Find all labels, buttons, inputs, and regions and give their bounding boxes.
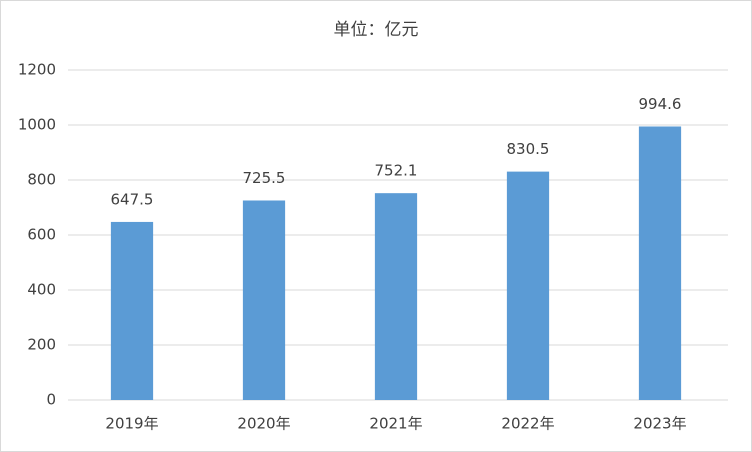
- data-label: 725.5: [243, 169, 286, 187]
- y-tick-label: 1200: [18, 61, 56, 79]
- bar: [242, 200, 286, 400]
- bar: [506, 171, 550, 400]
- data-label: 994.6: [639, 95, 682, 113]
- x-tick-label: 2020年: [237, 415, 290, 433]
- x-tick-label: 2019年: [105, 415, 158, 433]
- bar: [638, 126, 682, 401]
- x-tick-label: 2023年: [633, 415, 686, 433]
- data-label: 752.1: [375, 162, 418, 180]
- bar: [374, 193, 418, 400]
- y-tick-label: 400: [27, 281, 56, 299]
- bar: [110, 221, 154, 400]
- data-label: 647.5: [111, 190, 154, 208]
- y-tick-label: 800: [27, 171, 56, 189]
- y-tick-label: 0: [46, 391, 56, 409]
- y-tick-label: 1000: [18, 116, 56, 134]
- y-tick-label: 200: [27, 336, 56, 354]
- data-label: 830.5: [507, 140, 550, 158]
- chart-title: 单位：亿元: [334, 20, 419, 40]
- x-tick-label: 2021年: [369, 415, 422, 433]
- y-tick-label: 600: [27, 226, 56, 244]
- x-tick-label: 2022年: [501, 415, 554, 433]
